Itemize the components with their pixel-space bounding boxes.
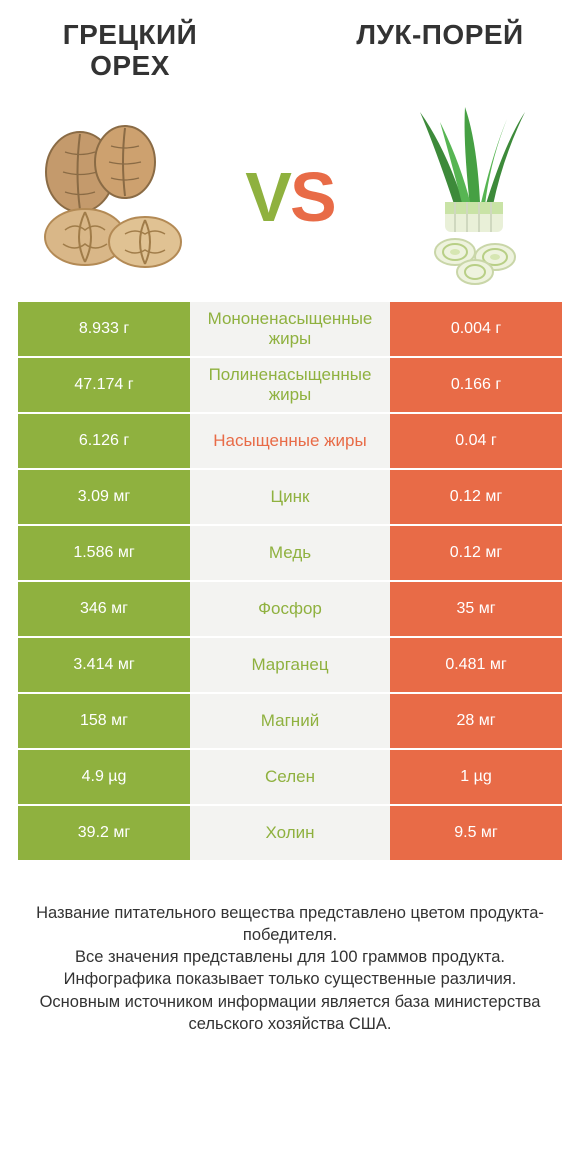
table-row: 39.2 мгХолин9.5 мг — [18, 806, 562, 862]
left-value: 39.2 мг — [18, 806, 190, 860]
nutrient-name: Селен — [190, 750, 390, 804]
nutrient-name: Фосфор — [190, 582, 390, 636]
right-value: 0.004 г — [390, 302, 562, 356]
left-value: 4.9 µg — [18, 750, 190, 804]
right-value: 1 µg — [390, 750, 562, 804]
header: ГРЕЦКИЙ ОРЕХ ЛУК-ПОРЕЙ — [0, 0, 580, 82]
footer-line: Все значения представлены для 100 граммо… — [30, 946, 550, 968]
nutrient-name: Холин — [190, 806, 390, 860]
comparison-table: 8.933 гМононенасыщенные жиры0.004 г47.17… — [18, 302, 562, 862]
vs-label: VS — [245, 157, 334, 237]
nutrient-name: Мононенасыщенные жиры — [190, 302, 390, 356]
left-value: 3.09 мг — [18, 470, 190, 524]
table-row: 3.09 мгЦинк0.12 мг — [18, 470, 562, 526]
vs-v: V — [245, 158, 290, 236]
footer-line: Инфографика показывает только существенн… — [30, 968, 550, 990]
left-value: 8.933 г — [18, 302, 190, 356]
left-value: 3.414 мг — [18, 638, 190, 692]
vs-s: S — [290, 158, 335, 236]
right-value: 0.12 мг — [390, 526, 562, 580]
right-value: 0.481 мг — [390, 638, 562, 692]
left-value: 47.174 г — [18, 358, 190, 412]
left-value: 1.586 мг — [18, 526, 190, 580]
table-row: 158 мгМагний28 мг — [18, 694, 562, 750]
title-left: ГРЕЦКИЙ ОРЕХ — [30, 20, 230, 82]
table-row: 6.126 гНасыщенные жиры0.04 г — [18, 414, 562, 470]
table-row: 8.933 гМононенасыщенные жиры0.004 г — [18, 302, 562, 358]
table-row: 1.586 мгМедь0.12 мг — [18, 526, 562, 582]
right-value: 35 мг — [390, 582, 562, 636]
nutrient-name: Медь — [190, 526, 390, 580]
nutrient-name: Марганец — [190, 638, 390, 692]
footer-line: Основным источником информации является … — [30, 991, 550, 1036]
walnut-image — [20, 107, 200, 287]
left-value: 6.126 г — [18, 414, 190, 468]
nutrient-name: Цинк — [190, 470, 390, 524]
title-right: ЛУК-ПОРЕЙ — [330, 20, 550, 51]
footer-line: Название питательного вещества представл… — [30, 902, 550, 947]
table-row: 346 мгФосфор35 мг — [18, 582, 562, 638]
left-value: 158 мг — [18, 694, 190, 748]
right-value: 0.166 г — [390, 358, 562, 412]
nutrient-name: Насыщенные жиры — [190, 414, 390, 468]
left-value: 346 мг — [18, 582, 190, 636]
table-row: 47.174 гПолиненасыщенные жиры0.166 г — [18, 358, 562, 414]
nutrient-name: Магний — [190, 694, 390, 748]
nutrient-name: Полиненасыщенные жиры — [190, 358, 390, 412]
right-value: 0.12 мг — [390, 470, 562, 524]
table-row: 4.9 µgСелен1 µg — [18, 750, 562, 806]
right-value: 28 мг — [390, 694, 562, 748]
leek-image — [380, 107, 560, 287]
table-row: 3.414 мгМарганец0.481 мг — [18, 638, 562, 694]
images-row: VS — [0, 82, 580, 302]
right-value: 9.5 мг — [390, 806, 562, 860]
footer-notes: Название питательного вещества представл… — [0, 862, 580, 1036]
right-value: 0.04 г — [390, 414, 562, 468]
